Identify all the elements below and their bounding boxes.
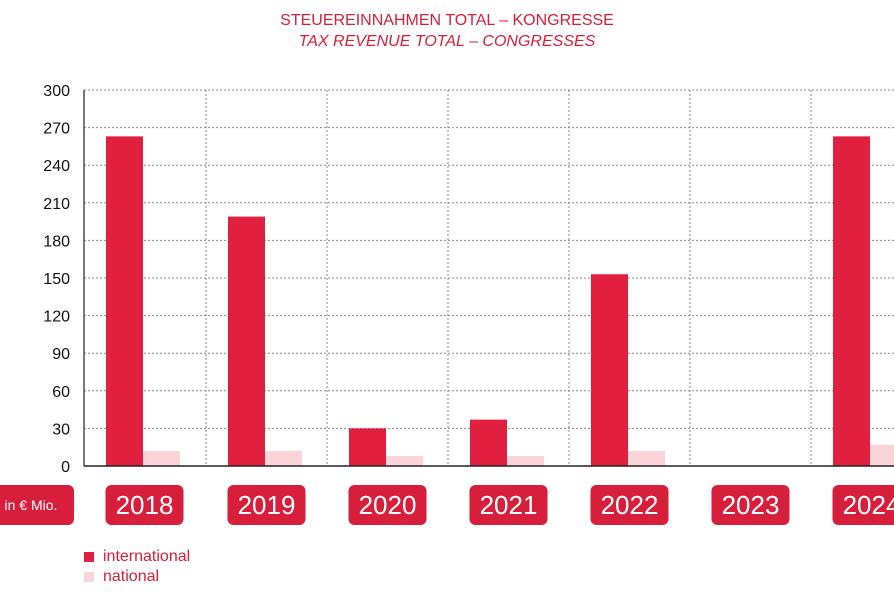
legend-swatch-national xyxy=(84,572,94,582)
bar-national-2018 xyxy=(143,450,180,466)
unit-label: in € Mio. xyxy=(5,497,58,513)
y-tick-label: 90 xyxy=(52,346,70,363)
x-tick-badge xyxy=(711,485,790,525)
bar-national-2020 xyxy=(386,455,423,466)
bar-national-2024 xyxy=(870,444,894,466)
x-tick-badge xyxy=(227,485,306,525)
y-tick-label: 0 xyxy=(61,459,70,476)
bar-international-2022 xyxy=(591,274,628,466)
x-tick-badge xyxy=(469,485,548,525)
legend-swatch-international xyxy=(84,552,94,562)
bar-international-2020 xyxy=(349,428,386,466)
y-tick-label: 210 xyxy=(43,196,70,213)
unit-badge xyxy=(0,485,74,525)
x-tick-badge xyxy=(105,485,184,525)
chart-title-en: TAX REVENUE TOTAL – CONGRESSES xyxy=(298,33,596,50)
bar-international-2024 xyxy=(833,136,870,466)
bar-national-2021 xyxy=(507,455,544,466)
bar-national-2019 xyxy=(265,450,302,466)
y-tick-label: 120 xyxy=(43,309,70,326)
y-tick-label: 270 xyxy=(43,121,70,138)
x-tick-label: 2018 xyxy=(116,490,174,520)
x-tick-label: 2022 xyxy=(601,490,659,520)
x-tick-badge xyxy=(590,485,669,525)
legend-item-international: international xyxy=(84,548,190,566)
y-tick-label: 30 xyxy=(52,421,70,438)
legend-item-national: national xyxy=(84,568,159,586)
y-tick-label: 240 xyxy=(43,158,70,175)
legend-label-national: national xyxy=(103,568,160,585)
chart-title-de: STEUEREINNAHMEN TOTAL – KONGRESSE xyxy=(280,12,614,29)
x-tick-label: 2021 xyxy=(480,490,538,520)
legend-label-international: international xyxy=(103,548,191,565)
y-tick-label: 150 xyxy=(43,271,70,288)
y-tick-label: 180 xyxy=(43,233,70,250)
bar-international-2018 xyxy=(106,136,143,466)
x-tick-label: 2019 xyxy=(238,490,296,520)
bar-international-2019 xyxy=(228,216,265,466)
x-tick-label: 2024 xyxy=(843,490,894,520)
x-tick-badge xyxy=(832,485,894,525)
y-tick-label: 300 xyxy=(43,83,70,100)
x-tick-badge xyxy=(348,485,427,525)
bar-international-2021 xyxy=(470,419,507,466)
y-tick-label: 60 xyxy=(52,384,70,401)
x-tick-label: 2020 xyxy=(359,490,417,520)
x-tick-label: 2023 xyxy=(722,490,780,520)
bar-national-2022 xyxy=(628,450,665,466)
